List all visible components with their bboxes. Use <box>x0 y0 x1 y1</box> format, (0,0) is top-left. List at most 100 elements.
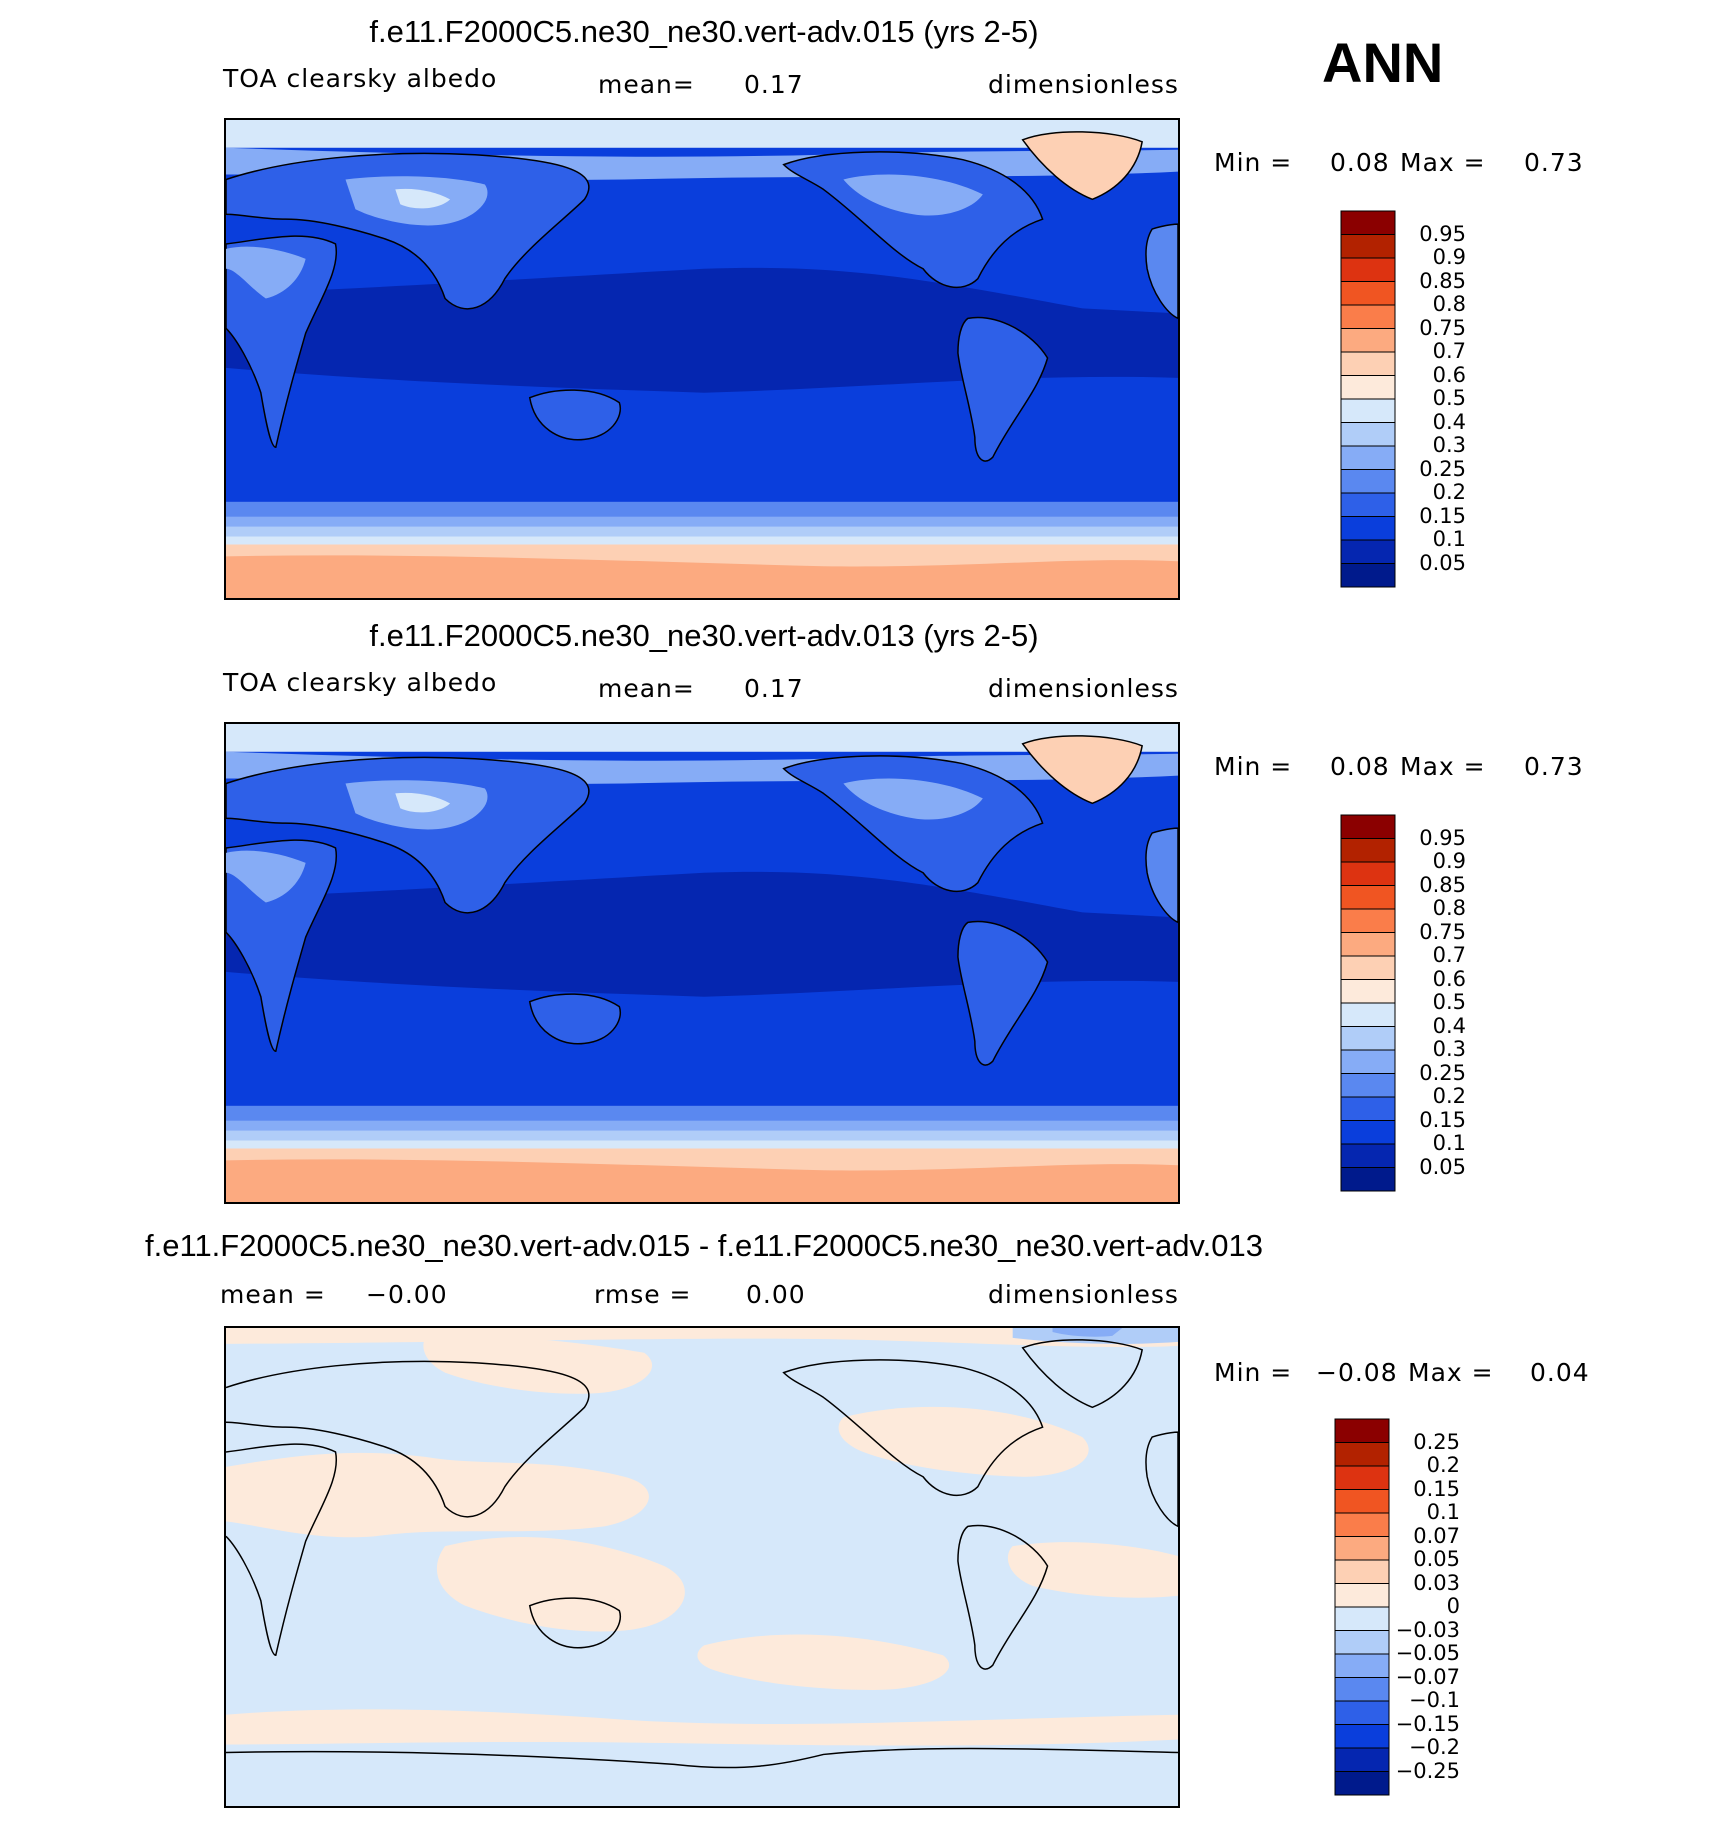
colorbar-svg <box>1340 210 1396 588</box>
colorbar-tick-label: 0.25 <box>1413 1429 1460 1454</box>
colorbar-swatch <box>1334 1465 1390 1490</box>
colorbar-tick-label: −0.1 <box>1409 1688 1460 1712</box>
panel-2-map-svg <box>226 724 1178 1202</box>
colorbar-tick-label: 0.05 <box>1413 1547 1460 1571</box>
colorbar-swatch <box>1340 351 1396 376</box>
colorbar-swatch <box>1340 398 1396 423</box>
colorbar-swatch <box>1334 1700 1390 1725</box>
panel-1-min-label: Min = <box>1214 148 1293 177</box>
colorbar-tick-label: 0.3 <box>1432 433 1466 457</box>
colorbar-tick-label: 0.85 <box>1419 872 1466 897</box>
colorbar-tick-label: 0.05 <box>1419 1154 1466 1179</box>
colorbar-tick-label: 0.75 <box>1419 315 1466 340</box>
panel-3-colorbar: 0.25 0.2 0.15 0.1 0.07 0.05 0.03 0 −0.03 −0.05 −0.… <box>1334 1418 1504 1798</box>
colorbar-swatch <box>1340 1096 1396 1121</box>
colorbar-tick-label: 0.3 <box>1432 1037 1466 1061</box>
panel-2-map <box>224 722 1180 1204</box>
panel-1-max-value: 0.73 <box>1524 148 1584 177</box>
colorbar-swatch <box>1340 422 1396 447</box>
colorbar-swatch <box>1340 1143 1396 1168</box>
panel-2-min-value: 0.08 <box>1330 752 1390 781</box>
panel-3-rmse-label: rmse = <box>594 1280 692 1309</box>
colorbar-tick-label: 0.25 <box>1419 456 1466 481</box>
colorbar-swatch <box>1340 469 1396 494</box>
colorbar-swatch <box>1340 516 1396 541</box>
panel-3-min-value: −0.08 <box>1316 1358 1398 1387</box>
panel-3-max-label: Max = <box>1408 1358 1494 1387</box>
colorbar-swatch <box>1334 1536 1390 1561</box>
colorbar-tick-label: 0.15 <box>1419 503 1466 528</box>
panel-3-mean-value: −0.00 <box>366 1280 448 1309</box>
colorbar-tick-label: 0.6 <box>1432 966 1466 991</box>
panel-3-min-label: Min = <box>1214 1358 1293 1387</box>
colorbar-swatch <box>1340 979 1396 1004</box>
colorbar-swatch <box>1334 1489 1390 1514</box>
colorbar-tick-label: −0.25 <box>1395 1758 1460 1783</box>
colorbar-swatch <box>1340 304 1396 329</box>
season-label: ANN <box>1322 31 1444 94</box>
colorbar-swatch <box>1340 814 1396 839</box>
colorbar-swatch <box>1340 838 1396 863</box>
colorbar-tick-label: −0.15 <box>1395 1711 1460 1736</box>
panel-2-min-label: Min = <box>1214 752 1293 781</box>
colorbar-tick-label: −0.05 <box>1395 1641 1460 1665</box>
colorbar-swatch <box>1340 281 1396 306</box>
colorbar-swatch <box>1334 1583 1390 1608</box>
panel-3-rmse-value: 0.00 <box>746 1280 806 1309</box>
colorbar-swatch <box>1340 328 1396 353</box>
colorbar-tick-label: 0.4 <box>1432 1013 1466 1038</box>
colorbar-tick-label: 0.2 <box>1432 480 1466 504</box>
panel-2-title: f.e11.F2000C5.ne30_ne30.vert-adv.013 (yr… <box>369 618 1039 653</box>
colorbar-swatch <box>1340 257 1396 282</box>
panel-1-min-value: 0.08 <box>1330 148 1390 177</box>
colorbar-swatch <box>1340 1026 1396 1051</box>
colorbar-tick-label: 0.75 <box>1419 919 1466 944</box>
colorbar-swatch <box>1334 1418 1390 1443</box>
colorbar-tick-label: 0.1 <box>1426 1500 1460 1524</box>
panel-2-colorbar: 0.95 0.9 0.85 0.8 0.75 0.7 0.6 0.5 0.4 0.3 0.25 0.2… <box>1340 814 1500 1194</box>
panel-3-map-svg <box>226 1328 1178 1806</box>
colorbar-tick-label: 0 <box>1446 1594 1460 1618</box>
colorbar-tick-label: 0.1 <box>1432 1131 1466 1155</box>
colorbar-swatch <box>1340 908 1396 933</box>
colorbar-tick-label: 0.5 <box>1432 990 1466 1014</box>
colorbar-swatch <box>1334 1442 1390 1467</box>
colorbar-tick-label: 0.05 <box>1419 550 1466 575</box>
colorbar-swatch <box>1340 375 1396 400</box>
colorbar-tick-label: 0.9 <box>1432 245 1466 269</box>
colorbar-swatch <box>1340 492 1396 517</box>
colorbar-swatch <box>1334 1512 1390 1537</box>
colorbar-tick-label: 0.95 <box>1419 221 1466 246</box>
colorbar-tick-label: 0.5 <box>1432 386 1466 410</box>
panel-2-mean-value: 0.17 <box>744 674 804 703</box>
panel-3-map <box>224 1326 1180 1808</box>
colorbar-tick-label: 0.8 <box>1432 292 1466 316</box>
colorbar-swatch <box>1334 1606 1390 1631</box>
colorbar-swatch <box>1340 932 1396 957</box>
panel-1-max-label: Max = <box>1400 148 1486 177</box>
panel-1-map-svg <box>226 120 1178 598</box>
colorbar-tick-label: 0.07 <box>1413 1523 1460 1548</box>
colorbar-swatch <box>1340 445 1396 470</box>
colorbar-tick-label: 0.2 <box>1426 1453 1460 1477</box>
colorbar-swatch <box>1334 1747 1390 1772</box>
colorbar-tick-label: 0.8 <box>1432 896 1466 920</box>
colorbar-tick-label: 0.9 <box>1432 849 1466 873</box>
colorbar-swatch <box>1340 1167 1396 1192</box>
colorbar-tick-label: 0.7 <box>1432 339 1466 363</box>
panel-1-variable: TOA clearsky albedo <box>223 64 498 93</box>
colorbar-svg <box>1340 814 1396 1192</box>
panel-1-mean-value: 0.17 <box>744 70 804 99</box>
colorbar-tick-label: −0.07 <box>1395 1664 1460 1689</box>
colorbar-tick-label: 0.95 <box>1419 825 1466 850</box>
panel-2-mean-label: mean= <box>598 674 695 703</box>
colorbar-tick-label: −0.2 <box>1409 1735 1460 1759</box>
colorbar-tick-label: 0.15 <box>1413 1476 1460 1501</box>
panel-3-max-value: 0.04 <box>1530 1358 1590 1387</box>
panel-2-variable: TOA clearsky albedo <box>223 668 498 697</box>
colorbar-swatch <box>1340 955 1396 980</box>
panel-2-units: dimensionless <box>988 674 1179 703</box>
colorbar-swatch <box>1334 1559 1390 1584</box>
colorbar-swatch <box>1340 1073 1396 1098</box>
